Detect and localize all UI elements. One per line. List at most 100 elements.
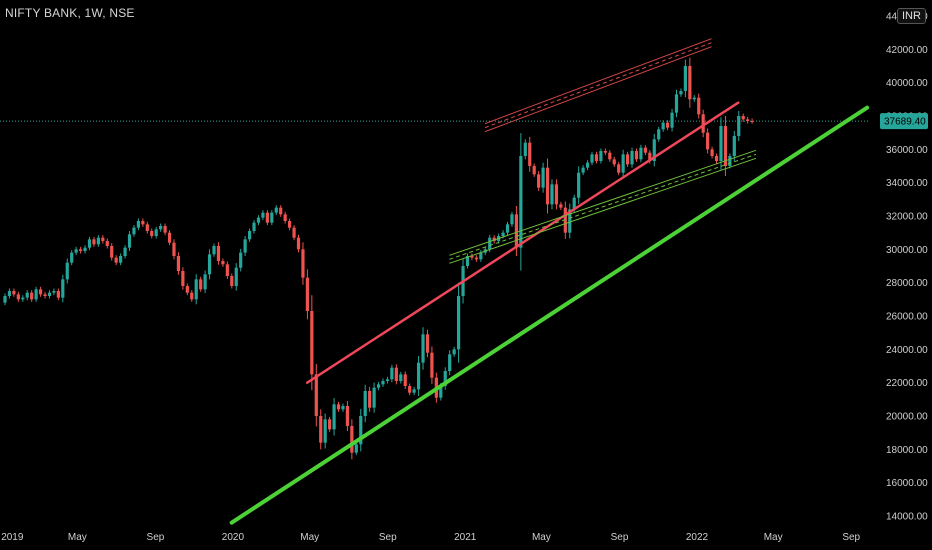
x-tick-label: May bbox=[300, 532, 319, 543]
y-tick-label: 16000.00 bbox=[886, 478, 928, 489]
candle-body bbox=[430, 352, 434, 378]
candle-body bbox=[670, 112, 674, 128]
candle-body bbox=[150, 231, 154, 236]
candle-body bbox=[141, 221, 145, 225]
x-tick-label: 2022 bbox=[686, 532, 709, 543]
upper-channel-edge bbox=[484, 38, 712, 125]
candle-body bbox=[47, 292, 52, 296]
y-tick-label: 14000.00 bbox=[886, 512, 928, 523]
candle-body bbox=[563, 207, 567, 233]
candle-body bbox=[550, 184, 554, 205]
candle-body bbox=[523, 142, 527, 156]
last-price-label: 37689.40 bbox=[884, 117, 926, 128]
candle-body bbox=[590, 154, 594, 163]
candle-body bbox=[416, 362, 421, 390]
candle-body bbox=[568, 209, 572, 233]
candle-body bbox=[368, 391, 372, 408]
candle-body bbox=[359, 416, 363, 445]
candle-body bbox=[319, 416, 323, 443]
y-tick-label: 24000.00 bbox=[886, 345, 928, 356]
candle-body bbox=[30, 292, 34, 300]
y-tick-label: 18000.00 bbox=[886, 445, 928, 456]
candle-body bbox=[581, 167, 585, 173]
candle-body bbox=[247, 231, 252, 240]
candle-body bbox=[465, 256, 470, 266]
candle-body bbox=[528, 142, 532, 166]
candle-body bbox=[176, 256, 181, 271]
candle-body bbox=[488, 237, 492, 250]
candle-body bbox=[132, 227, 136, 235]
candle-body bbox=[443, 371, 447, 386]
lower-channel-edge bbox=[449, 157, 757, 264]
last-price-badge bbox=[880, 113, 928, 130]
candle-body bbox=[456, 296, 461, 350]
x-tick-label: Sep bbox=[147, 532, 165, 543]
candle-body bbox=[541, 167, 545, 188]
candle-body bbox=[274, 207, 278, 213]
candle-body bbox=[336, 404, 341, 410]
candle-body bbox=[256, 217, 261, 223]
candle-body bbox=[16, 294, 20, 300]
candle-body bbox=[56, 291, 60, 298]
candle-body bbox=[554, 184, 559, 205]
candle-body bbox=[519, 156, 523, 248]
candle-body bbox=[381, 381, 385, 385]
candle-body bbox=[34, 289, 38, 300]
candle-body bbox=[101, 237, 105, 241]
candle-body bbox=[154, 229, 158, 236]
candle-body bbox=[243, 239, 247, 253]
candle-body bbox=[96, 237, 100, 245]
candle-body bbox=[52, 291, 56, 293]
candle-body bbox=[688, 66, 692, 100]
candle-body bbox=[92, 239, 96, 245]
candle-body bbox=[78, 249, 83, 251]
candle-body bbox=[283, 214, 287, 221]
x-tick-label: Sep bbox=[379, 532, 397, 543]
lower-channel-mid bbox=[449, 153, 757, 260]
y-tick-label: 26000.00 bbox=[886, 312, 928, 323]
candle-body bbox=[741, 116, 745, 120]
candle-body bbox=[585, 162, 590, 168]
candle-body bbox=[625, 154, 630, 165]
candle-body bbox=[648, 152, 652, 161]
candle-body bbox=[145, 224, 149, 231]
rising-trendline bbox=[305, 101, 740, 384]
candle-body bbox=[265, 212, 269, 223]
candle-body bbox=[448, 354, 452, 371]
candle-body bbox=[199, 279, 203, 290]
y-tick-label: 20000.00 bbox=[886, 412, 928, 423]
candle-body bbox=[123, 247, 127, 256]
candle-body bbox=[679, 91, 683, 95]
candle-body bbox=[341, 406, 345, 410]
candle-body bbox=[3, 296, 7, 303]
candle-body bbox=[723, 126, 728, 166]
candle-body bbox=[190, 292, 194, 300]
candle-body bbox=[110, 246, 114, 258]
candle-body bbox=[425, 334, 430, 353]
candle-body bbox=[323, 419, 327, 443]
candle-body bbox=[666, 122, 670, 128]
candle-body bbox=[452, 349, 456, 355]
candle-body bbox=[390, 367, 394, 380]
candle-body bbox=[105, 241, 109, 246]
candle-body bbox=[7, 291, 12, 296]
candle-body bbox=[652, 139, 656, 161]
candle-body bbox=[706, 132, 710, 150]
candle-body bbox=[43, 294, 47, 296]
candle-body bbox=[239, 252, 243, 268]
candle-body bbox=[181, 271, 185, 286]
candle-body bbox=[501, 232, 505, 236]
candle-body bbox=[634, 151, 639, 160]
candle-body bbox=[288, 221, 292, 228]
candle-body bbox=[510, 214, 514, 225]
candle-body bbox=[612, 159, 616, 165]
candle-body bbox=[674, 94, 679, 113]
y-tick-label: 28000.00 bbox=[886, 278, 928, 289]
currency-badge[interactable]: INR bbox=[897, 8, 926, 24]
candle-body bbox=[305, 277, 309, 311]
candle-body bbox=[167, 232, 172, 243]
candle-body bbox=[385, 379, 390, 381]
candle-body bbox=[617, 164, 621, 173]
candle-body bbox=[136, 221, 141, 228]
